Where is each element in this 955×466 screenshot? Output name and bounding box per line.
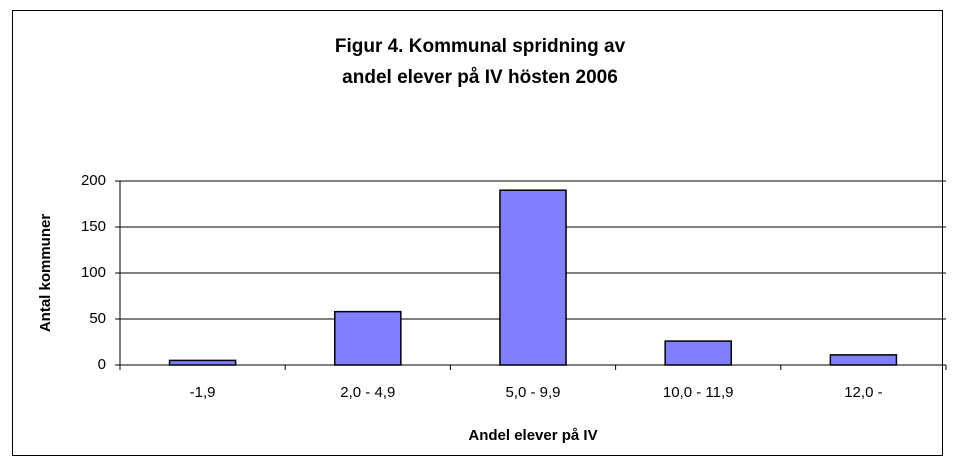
chart-title: andel elever på IV hösten 2006	[342, 67, 618, 88]
y-axis-title: Antal kommuner	[37, 214, 54, 333]
x-tick-label: 5,0 - 9,9	[505, 384, 560, 401]
chart-title: Figur 4. Kommunal spridning av	[335, 36, 626, 57]
bar	[829, 354, 898, 366]
y-tick-label: 100	[81, 264, 106, 281]
y-tick-label: 200	[81, 172, 106, 189]
bar	[168, 359, 237, 366]
y-tick-label: 150	[81, 218, 106, 235]
bar	[334, 310, 402, 366]
x-axis-title: Andel elever på IV	[468, 427, 597, 444]
bar	[499, 189, 567, 366]
x-tick-label: -1,9	[190, 384, 216, 401]
bar	[664, 340, 732, 366]
x-tick-label: 12,0 -	[844, 384, 882, 401]
y-tick-label: 50	[89, 310, 106, 327]
y-tick-label: 0	[98, 356, 106, 373]
x-tick-label: 10,0 - 11,9	[663, 384, 734, 401]
x-tick-label: 2,0 - 4,9	[340, 384, 395, 401]
chart-border	[12, 10, 943, 456]
